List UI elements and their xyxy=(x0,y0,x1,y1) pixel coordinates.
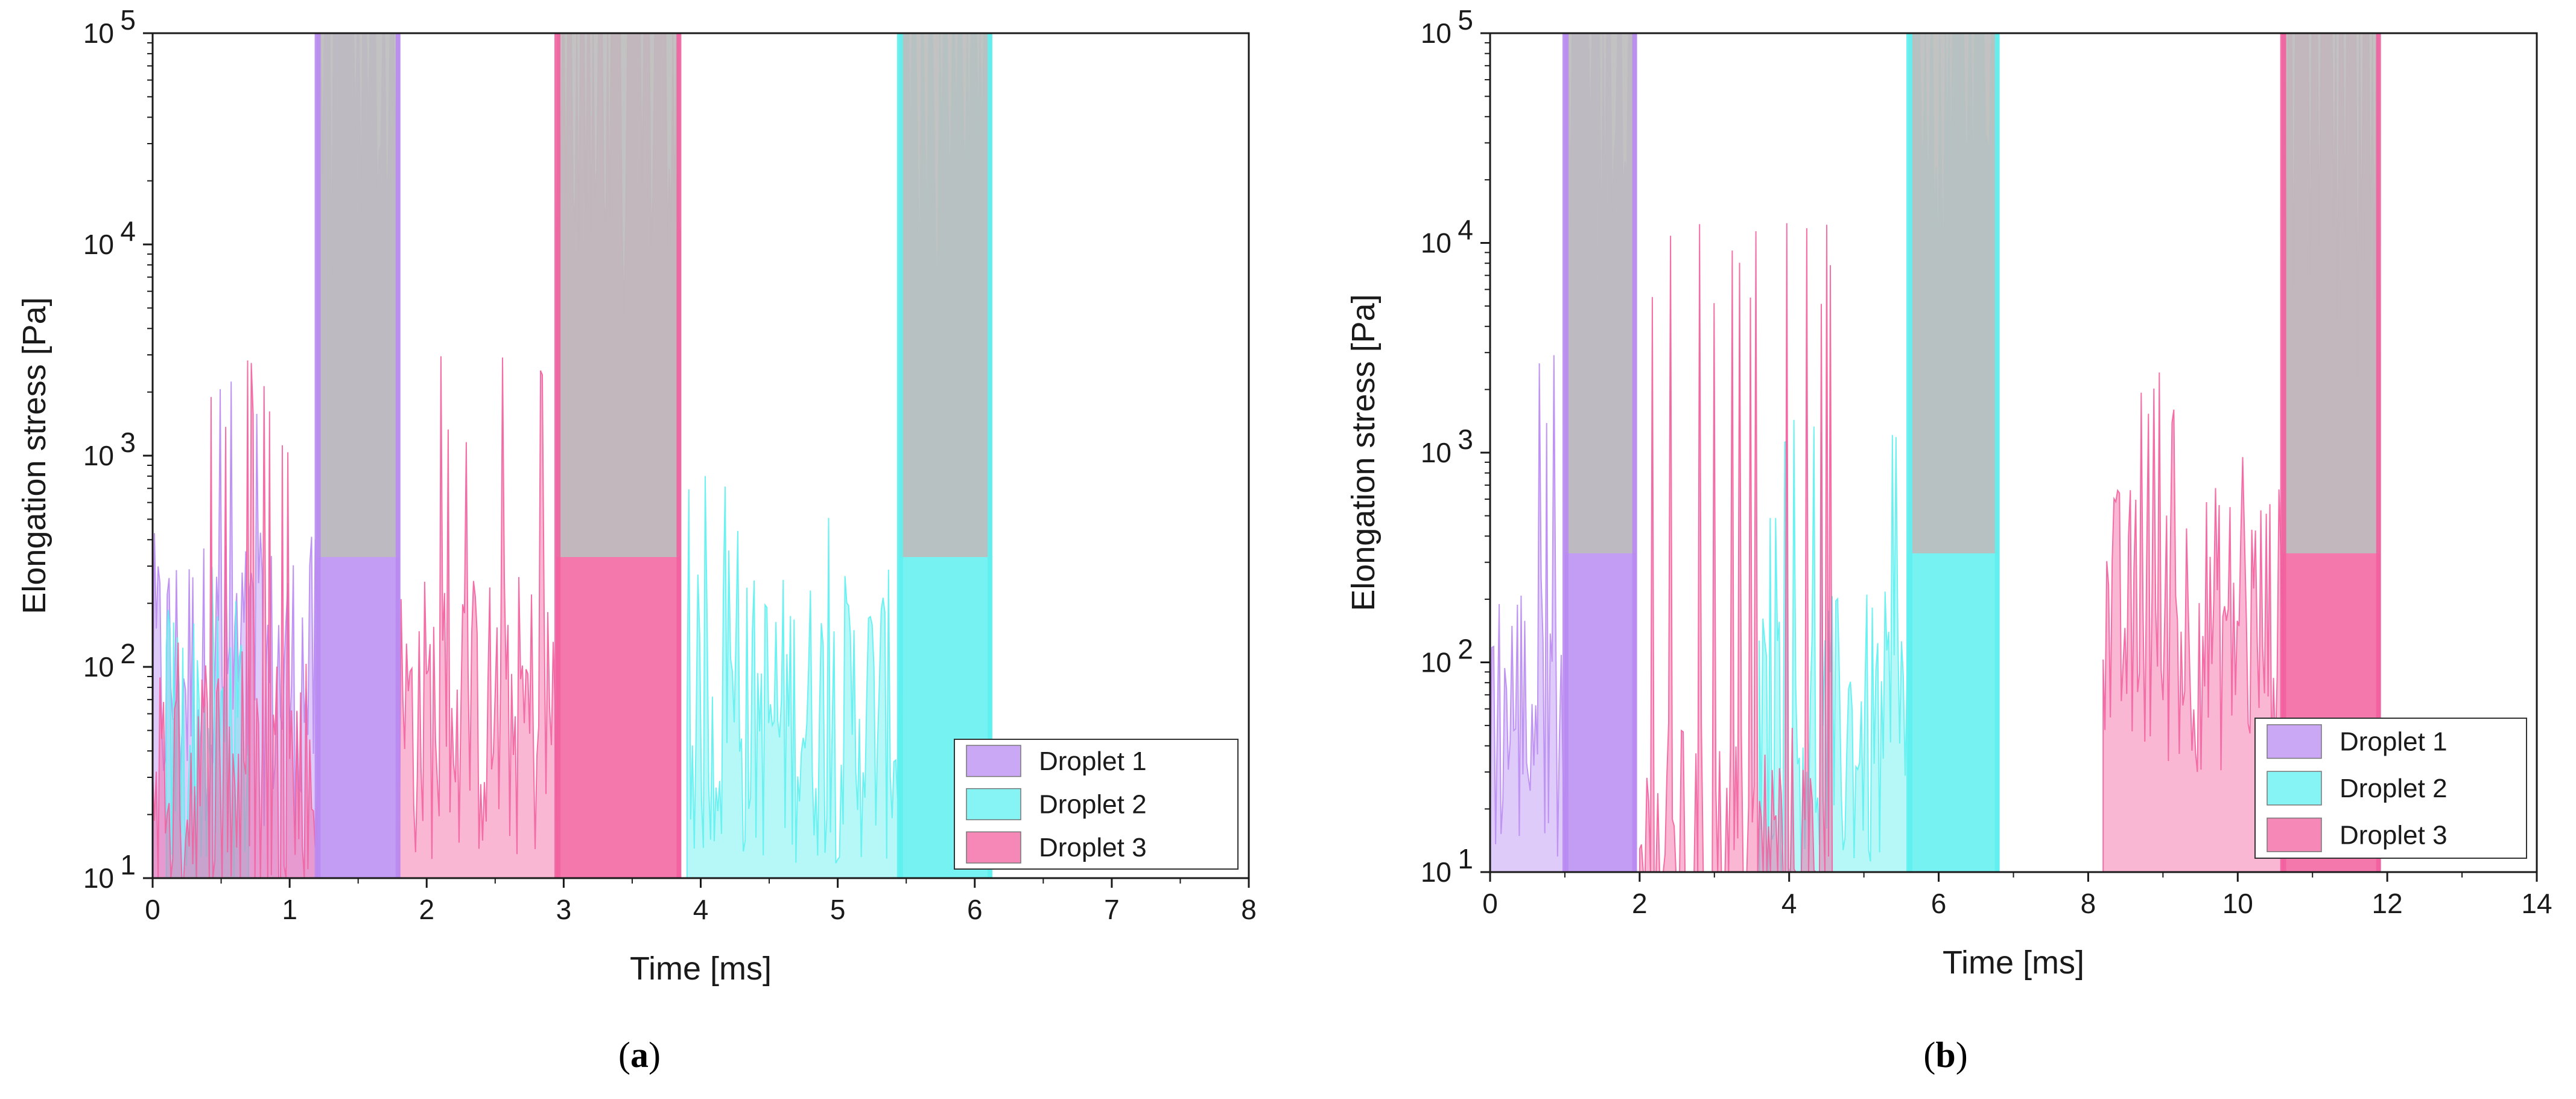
band-edge xyxy=(1562,33,1569,872)
x-tick-label: 14 xyxy=(2521,888,2552,919)
y-tick-exponent: 1 xyxy=(120,849,136,881)
legend-entry: Droplet 2 xyxy=(1039,790,1147,820)
legend-entry: Droplet 3 xyxy=(1039,833,1147,862)
y-tick-label: 10 xyxy=(1421,856,1451,888)
panel-label: (a) xyxy=(618,1035,661,1075)
x-tick-label: 7 xyxy=(1104,894,1120,925)
saturated-region xyxy=(1564,33,1636,553)
x-tick-label: 8 xyxy=(1241,894,1257,925)
y-tick-label: 10 xyxy=(83,229,114,260)
y-tick-exponent: 5 xyxy=(1458,4,1473,36)
series-trace xyxy=(1639,223,1835,872)
legend-entry: Droplet 2 xyxy=(2340,774,2448,803)
series-trace xyxy=(2102,372,2283,872)
panel-label-close: ) xyxy=(1956,1035,1968,1075)
panel-label-open: ( xyxy=(618,1035,630,1075)
x-tick-label: 2 xyxy=(419,894,434,925)
band-edge xyxy=(676,33,682,878)
x-tick-label: 1 xyxy=(282,894,297,925)
series-trace xyxy=(398,356,557,878)
legend-entry: Droplet 1 xyxy=(2340,727,2448,757)
panel-label: (b) xyxy=(1923,1035,1967,1075)
x-tick-label: 6 xyxy=(967,894,983,925)
saturated-region xyxy=(317,33,399,557)
y-tick-label: 10 xyxy=(83,440,114,471)
x-tick-label: 4 xyxy=(1781,888,1797,919)
x-tick-label: 2 xyxy=(1632,888,1648,919)
x-tick-label: 0 xyxy=(1482,888,1498,919)
legend-entry: Droplet 3 xyxy=(2340,820,2448,850)
band-edge xyxy=(395,33,401,878)
legend-swatch xyxy=(2267,817,2322,852)
legend-entry: Droplet 1 xyxy=(1039,747,1147,776)
legend-swatch xyxy=(966,745,1021,777)
panel-label-letter: b xyxy=(1935,1035,1955,1075)
y-tick-exponent: 2 xyxy=(1458,634,1473,665)
x-tick-label: 3 xyxy=(556,894,572,925)
plot-area xyxy=(153,33,993,878)
legend-swatch xyxy=(2267,724,2322,759)
y-tick-label: 10 xyxy=(83,18,114,49)
legend-swatch xyxy=(2267,771,2322,806)
band-edge xyxy=(1906,33,1912,872)
y-tick-exponent: 2 xyxy=(120,638,136,669)
legend-swatch xyxy=(966,831,1021,864)
panel-label-close: ) xyxy=(649,1035,661,1075)
x-tick-label: 0 xyxy=(145,894,160,925)
x-tick-label: 10 xyxy=(2222,888,2253,919)
x-tick-label: 8 xyxy=(2081,888,2096,919)
saturated-region xyxy=(1909,33,1999,553)
saturated-region xyxy=(2282,33,2380,553)
y-tick-exponent: 3 xyxy=(1458,424,1473,455)
band-edge xyxy=(1632,33,1637,872)
series-trace xyxy=(1759,419,1909,872)
y-tick-label: 10 xyxy=(1421,437,1451,468)
y-tick-label: 10 xyxy=(1421,228,1451,259)
y-axis-label: Elongation stress [Pa] xyxy=(16,297,52,614)
plot-area xyxy=(1490,33,2381,872)
x-tick-label: 6 xyxy=(1931,888,1947,919)
y-tick-label: 10 xyxy=(83,651,114,683)
panel-label-letter: a xyxy=(630,1035,649,1075)
band-edge xyxy=(314,33,321,878)
band-edge xyxy=(896,33,903,878)
x-tick-label: 5 xyxy=(830,894,846,925)
series-trace xyxy=(686,476,900,878)
series-trace xyxy=(1490,355,1566,872)
panel-label-open: ( xyxy=(1923,1035,1935,1075)
saturated-region xyxy=(899,33,992,557)
legend: Droplet 1 Droplet 2 Droplet 3 xyxy=(954,739,1239,870)
y-tick-label: 10 xyxy=(83,862,114,894)
y-tick-exponent: 5 xyxy=(120,4,136,36)
band-edge xyxy=(988,33,993,878)
y-tick-label: 10 xyxy=(1421,18,1451,49)
legend-swatch xyxy=(966,788,1021,821)
x-tick-label: 12 xyxy=(2372,888,2403,919)
y-tick-exponent: 1 xyxy=(1458,843,1473,874)
y-tick-exponent: 4 xyxy=(120,215,136,247)
band-edge xyxy=(1994,33,2000,872)
x-axis-label: Time [ms] xyxy=(1943,945,2084,981)
y-tick-exponent: 4 xyxy=(1458,214,1473,246)
y-tick-label: 10 xyxy=(1421,647,1451,678)
y-axis-label: Elongation stress [Pa] xyxy=(1345,294,1382,611)
series-trace xyxy=(153,360,318,878)
band-edge xyxy=(2280,33,2286,872)
saturated-region xyxy=(557,33,680,557)
legend: Droplet 1 Droplet 2 Droplet 3 xyxy=(2254,718,2527,859)
band-edge xyxy=(554,33,561,878)
y-tick-exponent: 3 xyxy=(120,427,136,458)
x-tick-label: 4 xyxy=(693,894,709,925)
band-edge xyxy=(2376,33,2381,872)
x-axis-label: Time [ms] xyxy=(630,951,772,987)
